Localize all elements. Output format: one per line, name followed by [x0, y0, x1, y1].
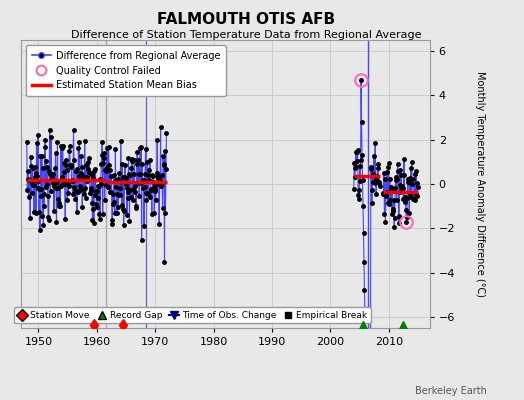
Text: Difference of Station Temperature Data from Regional Average: Difference of Station Temperature Data f…	[71, 30, 421, 40]
Legend: Station Move, Record Gap, Time of Obs. Change, Empirical Break: Station Move, Record Gap, Time of Obs. C…	[14, 307, 371, 324]
Y-axis label: Monthly Temperature Anomaly Difference (°C): Monthly Temperature Anomaly Difference (…	[475, 71, 485, 297]
Text: FALMOUTH OTIS AFB: FALMOUTH OTIS AFB	[157, 12, 335, 27]
Text: Berkeley Earth: Berkeley Earth	[416, 386, 487, 396]
